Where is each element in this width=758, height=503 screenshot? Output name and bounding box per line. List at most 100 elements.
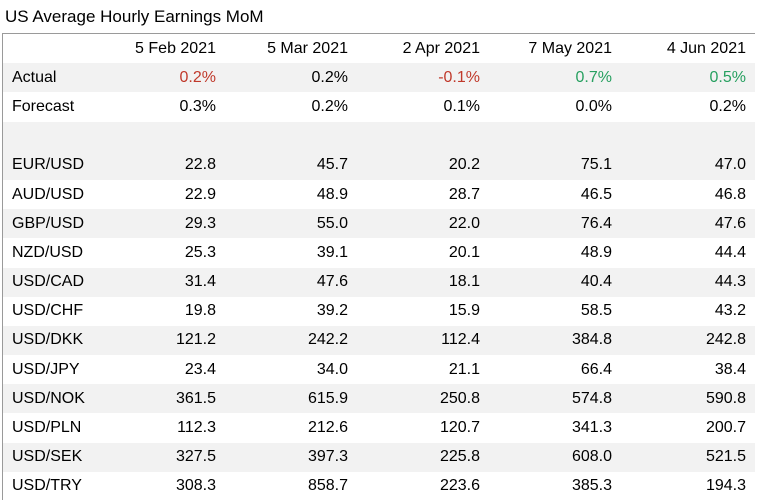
actual-value: 0.5% bbox=[621, 63, 755, 93]
pair-value: 20.2 bbox=[357, 150, 489, 180]
pair-value: 46.8 bbox=[714, 185, 746, 203]
pair-value: 31.4 bbox=[89, 267, 225, 297]
pair-value: 45.7 bbox=[225, 150, 357, 180]
pair-label: USD/NOK bbox=[3, 384, 89, 414]
pair-value: 55.0 bbox=[225, 209, 357, 239]
earnings-table: 5 Feb 2021 5 Mar 2021 2 Apr 2021 7 May 2… bbox=[3, 34, 755, 501]
pair-value: 341.3 bbox=[571, 419, 612, 437]
pair-value: 384.8 bbox=[489, 325, 621, 356]
pair-value: 15.9 bbox=[448, 302, 480, 320]
pair-value: 76.4 bbox=[489, 209, 621, 239]
pair-value: 20.1 bbox=[448, 243, 480, 261]
pair-label: USD/CHF bbox=[12, 302, 84, 320]
column-header: 5 Mar 2021 bbox=[267, 39, 348, 57]
actual-value: -0.1% bbox=[357, 63, 489, 93]
pair-row: USD/CHF 19.8 39.2 15.9 58.5 43.2 bbox=[3, 297, 755, 326]
column-header: 5 Feb 2021 bbox=[135, 39, 216, 57]
spacer-row bbox=[3, 121, 755, 151]
pair-value: 58.5 bbox=[580, 302, 612, 320]
pair-value: 38.4 bbox=[714, 360, 746, 378]
pair-value: 521.5 bbox=[621, 442, 755, 472]
pair-value: 75.1 bbox=[489, 150, 621, 180]
pair-value: 223.6 bbox=[439, 477, 480, 495]
pair-label: USD/TRY bbox=[12, 477, 82, 495]
pair-value: 858.7 bbox=[307, 477, 348, 495]
pair-value: 397.3 bbox=[225, 442, 357, 472]
pair-value: 608.0 bbox=[489, 442, 621, 472]
pair-value: 48.9 bbox=[316, 185, 348, 203]
pair-value: 615.9 bbox=[225, 384, 357, 414]
pair-value: 327.5 bbox=[89, 442, 225, 472]
pair-rows: EUR/USD 22.8 45.7 20.2 75.1 47.0 AUD/USD 22.9 48… bbox=[3, 150, 755, 501]
forecast-value: 0.1% bbox=[443, 97, 480, 115]
pair-value: 19.8 bbox=[184, 302, 216, 320]
pair-row: USD/DKK 121.2 242.2 112.4 384.8 242.8 bbox=[3, 325, 755, 356]
pair-value: 22.0 bbox=[357, 209, 489, 239]
actual-value: 0.7% bbox=[489, 63, 621, 93]
row-label: Actual bbox=[3, 63, 89, 93]
pair-value: 212.6 bbox=[307, 419, 348, 437]
pair-value: 308.3 bbox=[175, 477, 216, 495]
pair-label: USD/PLN bbox=[12, 419, 82, 437]
column-header: 7 May 2021 bbox=[528, 39, 612, 57]
pair-value: 361.5 bbox=[89, 384, 225, 414]
actual-value: 0.2% bbox=[225, 63, 357, 93]
table-title: US Average Hourly Earnings MoM bbox=[5, 7, 264, 26]
pair-value: 574.8 bbox=[489, 384, 621, 414]
pair-row: NZD/USD 25.3 39.1 20.1 48.9 44.4 bbox=[3, 238, 755, 267]
pair-value: 66.4 bbox=[580, 360, 612, 378]
pair-value: 242.2 bbox=[225, 325, 357, 356]
pair-value: 112.3 bbox=[177, 419, 216, 437]
pair-value: 46.5 bbox=[580, 185, 612, 203]
row-label: Forecast bbox=[12, 97, 75, 115]
pair-label: AUD/USD bbox=[12, 185, 85, 203]
pair-value: 47.6 bbox=[225, 267, 357, 297]
pair-value: 225.8 bbox=[357, 442, 489, 472]
pair-value: 47.6 bbox=[621, 209, 755, 239]
pair-value: 121.2 bbox=[89, 325, 225, 356]
pair-value: 22.9 bbox=[184, 185, 216, 203]
pair-row: AUD/USD 22.9 48.9 28.7 46.5 46.8 bbox=[3, 180, 755, 209]
forecast-value: 0.0% bbox=[575, 97, 612, 115]
pair-value: 242.8 bbox=[621, 325, 755, 356]
pair-value: 47.0 bbox=[621, 150, 755, 180]
pair-label: USD/DKK bbox=[3, 325, 89, 356]
header-row: 5 Feb 2021 5 Mar 2021 2 Apr 2021 7 May 2… bbox=[3, 34, 755, 63]
pair-value: 44.3 bbox=[621, 267, 755, 297]
actual-value: 0.2% bbox=[89, 63, 225, 93]
spacer-cell bbox=[3, 121, 755, 151]
header-corner bbox=[3, 34, 89, 63]
forecast-value: 0.3% bbox=[179, 97, 216, 115]
pair-row: EUR/USD 22.8 45.7 20.2 75.1 47.0 bbox=[3, 150, 755, 180]
pair-value: 21.1 bbox=[448, 360, 480, 378]
pair-value: 23.4 bbox=[184, 360, 216, 378]
column-header: 2 Apr 2021 bbox=[402, 39, 480, 57]
pair-value: 18.1 bbox=[357, 267, 489, 297]
pair-row: USD/TRY 308.3 858.7 223.6 385.3 194.3 bbox=[3, 472, 755, 501]
pair-value: 194.3 bbox=[705, 477, 746, 495]
pair-value: 590.8 bbox=[621, 384, 755, 414]
pair-value: 29.3 bbox=[89, 209, 225, 239]
pair-value: 40.4 bbox=[489, 267, 621, 297]
pair-value: 22.8 bbox=[89, 150, 225, 180]
pair-label: USD/SEK bbox=[3, 442, 89, 472]
pair-value: 200.7 bbox=[705, 419, 746, 437]
forecast-value: 0.2% bbox=[709, 97, 746, 115]
pair-value: 28.7 bbox=[448, 185, 480, 203]
pair-label: GBP/USD bbox=[3, 209, 89, 239]
pair-value: 34.0 bbox=[316, 360, 348, 378]
column-header: 4 Jun 2021 bbox=[666, 39, 746, 57]
pair-value: 112.4 bbox=[357, 325, 489, 356]
pair-value: 39.1 bbox=[316, 243, 348, 261]
forecast-value: 0.2% bbox=[311, 97, 348, 115]
pair-value: 120.7 bbox=[439, 419, 480, 437]
pair-label: USD/CAD bbox=[3, 267, 89, 297]
pair-value: 385.3 bbox=[571, 477, 612, 495]
forecast-row: Forecast 0.3% 0.2% 0.1% 0.0% 0.2% bbox=[3, 92, 755, 121]
pair-row: USD/PLN 112.3 212.6 120.7 341.3 200.7 bbox=[3, 413, 755, 442]
table-frame bbox=[2, 33, 755, 500]
pair-value: 39.2 bbox=[316, 302, 348, 320]
pair-row: USD/NOK 361.5 615.9 250.8 574.8 590.8 bbox=[3, 384, 755, 414]
pair-value: 43.2 bbox=[714, 302, 746, 320]
pair-value: 48.9 bbox=[580, 243, 612, 261]
